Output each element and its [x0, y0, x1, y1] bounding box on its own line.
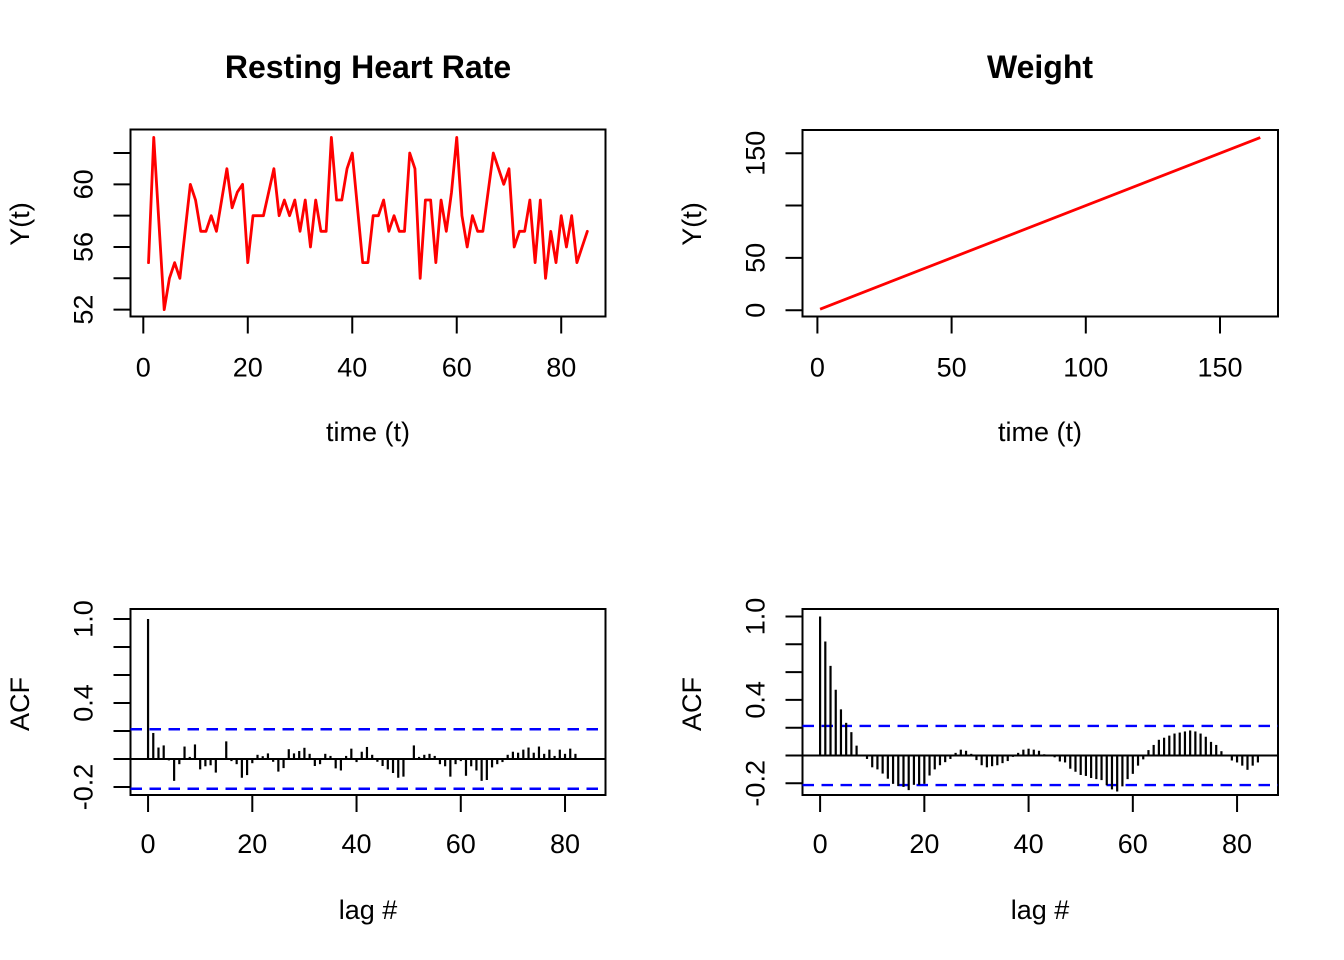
svg-text:ACF: ACF — [677, 677, 707, 731]
svg-text:20: 20 — [233, 353, 263, 383]
svg-text:Resting Heart Rate: Resting Heart Rate — [225, 49, 511, 85]
svg-text:60: 60 — [1118, 829, 1148, 859]
svg-text:80: 80 — [546, 353, 576, 383]
svg-text:150: 150 — [741, 131, 771, 176]
svg-text:0: 0 — [741, 303, 771, 318]
svg-text:60: 60 — [442, 353, 472, 383]
svg-text:20: 20 — [909, 829, 939, 859]
svg-text:0.4: 0.4 — [741, 681, 771, 719]
svg-text:80: 80 — [550, 829, 580, 859]
svg-text:20: 20 — [237, 829, 267, 859]
svg-text:Weight: Weight — [987, 49, 1093, 85]
svg-text:-0.2: -0.2 — [741, 760, 771, 807]
svg-text:ACF: ACF — [5, 677, 35, 731]
svg-text:1.0: 1.0 — [69, 600, 99, 638]
svg-text:52: 52 — [69, 295, 99, 325]
svg-text:0: 0 — [813, 829, 828, 859]
svg-text:time (t): time (t) — [326, 417, 410, 447]
svg-text:50: 50 — [937, 353, 967, 383]
svg-text:time (t): time (t) — [998, 417, 1082, 447]
svg-text:50: 50 — [741, 243, 771, 273]
svg-text:lag #: lag # — [339, 895, 398, 925]
svg-text:60: 60 — [69, 169, 99, 199]
svg-text:lag #: lag # — [1011, 895, 1070, 925]
svg-text:1.0: 1.0 — [741, 598, 771, 636]
svg-text:0: 0 — [136, 353, 151, 383]
svg-text:Y(t): Y(t) — [5, 202, 35, 246]
svg-text:40: 40 — [1014, 829, 1044, 859]
svg-text:100: 100 — [1063, 353, 1108, 383]
svg-text:150: 150 — [1197, 353, 1242, 383]
svg-text:40: 40 — [342, 829, 372, 859]
svg-text:60: 60 — [446, 829, 476, 859]
svg-text:Y(t): Y(t) — [677, 202, 707, 246]
svg-text:40: 40 — [337, 353, 367, 383]
svg-text:-0.2: -0.2 — [69, 764, 99, 811]
svg-text:0: 0 — [810, 353, 825, 383]
svg-text:0.4: 0.4 — [69, 684, 99, 722]
svg-text:0: 0 — [141, 829, 156, 859]
svg-text:56: 56 — [69, 232, 99, 262]
svg-text:80: 80 — [1222, 829, 1252, 859]
